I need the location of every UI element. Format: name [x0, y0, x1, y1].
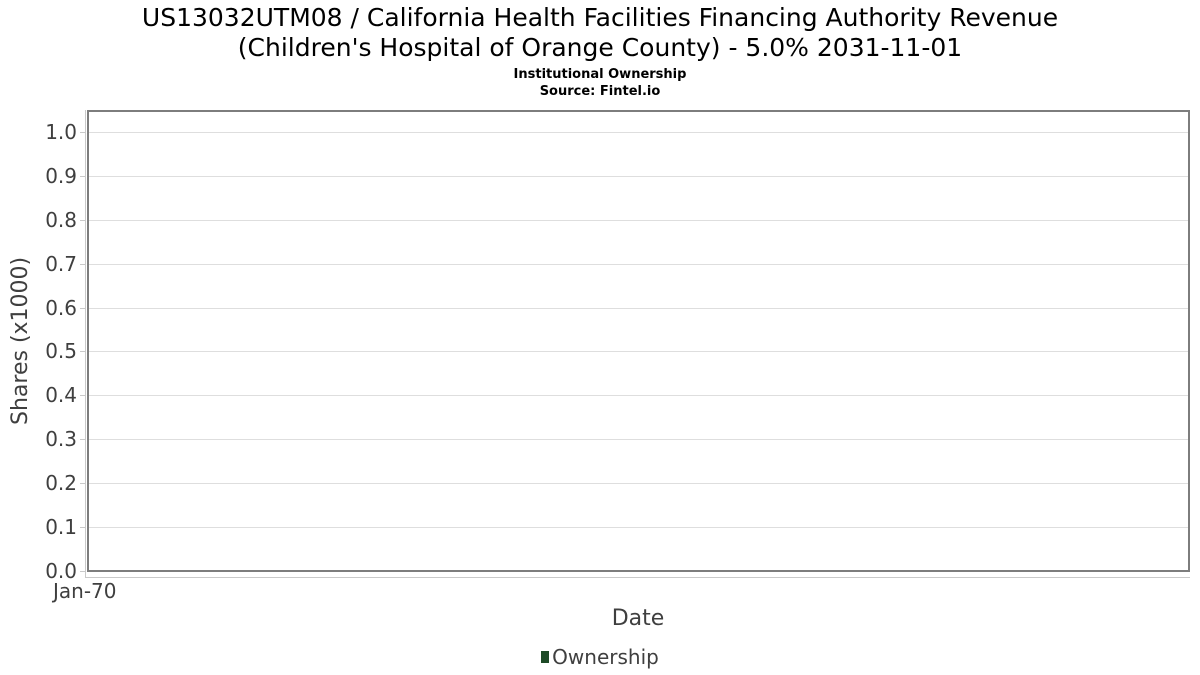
y-gridline: [89, 483, 1188, 484]
chart-subtitle: Institutional Ownership: [513, 67, 687, 82]
y-gridline: [89, 220, 1188, 221]
y-tick-label: 0.1: [45, 515, 77, 539]
y-tick-mark: [80, 351, 85, 352]
y-tick-mark: [80, 395, 85, 396]
y-tick-label: 0.0: [45, 559, 77, 583]
y-tick-mark: [80, 264, 85, 265]
legend-label: Ownership: [552, 645, 659, 669]
y-tick-label: 1.0: [45, 120, 77, 144]
chart-source-credit: Source: Fintel.io: [539, 84, 661, 99]
y-gridline: [89, 264, 1188, 265]
chart-title: US13032UTM08 / California Health Facilit…: [0, 3, 1200, 63]
y-tick-mark: [80, 132, 85, 133]
y-gridline: [89, 439, 1188, 440]
y-tick-label: 0.9: [45, 164, 77, 188]
y-tick-label: 0.6: [45, 296, 77, 320]
y-tick-mark: [80, 571, 85, 572]
y-tick-label: 0.7: [45, 252, 77, 276]
y-tick-mark: [80, 220, 85, 221]
y-tick-mark: [80, 527, 85, 528]
legend: Ownership: [0, 645, 1200, 669]
y-tick-mark: [80, 176, 85, 177]
y-gridline: [89, 176, 1188, 177]
y-tick-label: 0.4: [45, 383, 77, 407]
x-axis-title: Date: [611, 606, 665, 631]
chart-title-line1: US13032UTM08 / California Health Facilit…: [141, 3, 1059, 32]
y-tick-label: 0.2: [45, 471, 77, 495]
x-tick-label: Jan-70: [53, 579, 117, 603]
y-gridline: [89, 527, 1188, 528]
y-tick-label: 0.3: [45, 427, 77, 451]
y-tick-mark: [80, 439, 85, 440]
x-axis-line: [85, 577, 1190, 578]
y-tick-mark: [80, 483, 85, 484]
y-tick-label: 0.5: [45, 339, 77, 363]
y-tick-mark: [80, 308, 85, 309]
y-gridline: [89, 395, 1188, 396]
y-tick-label: 0.8: [45, 208, 77, 232]
plot-area: [87, 110, 1190, 572]
y-gridline: [89, 308, 1188, 309]
y-gridline: [89, 351, 1188, 352]
y-gridline: [89, 132, 1188, 133]
chart-title-line2: (Children's Hospital of Orange County) -…: [237, 33, 963, 62]
y-axis-line: [85, 110, 86, 577]
legend-marker-swatch: [541, 651, 550, 663]
